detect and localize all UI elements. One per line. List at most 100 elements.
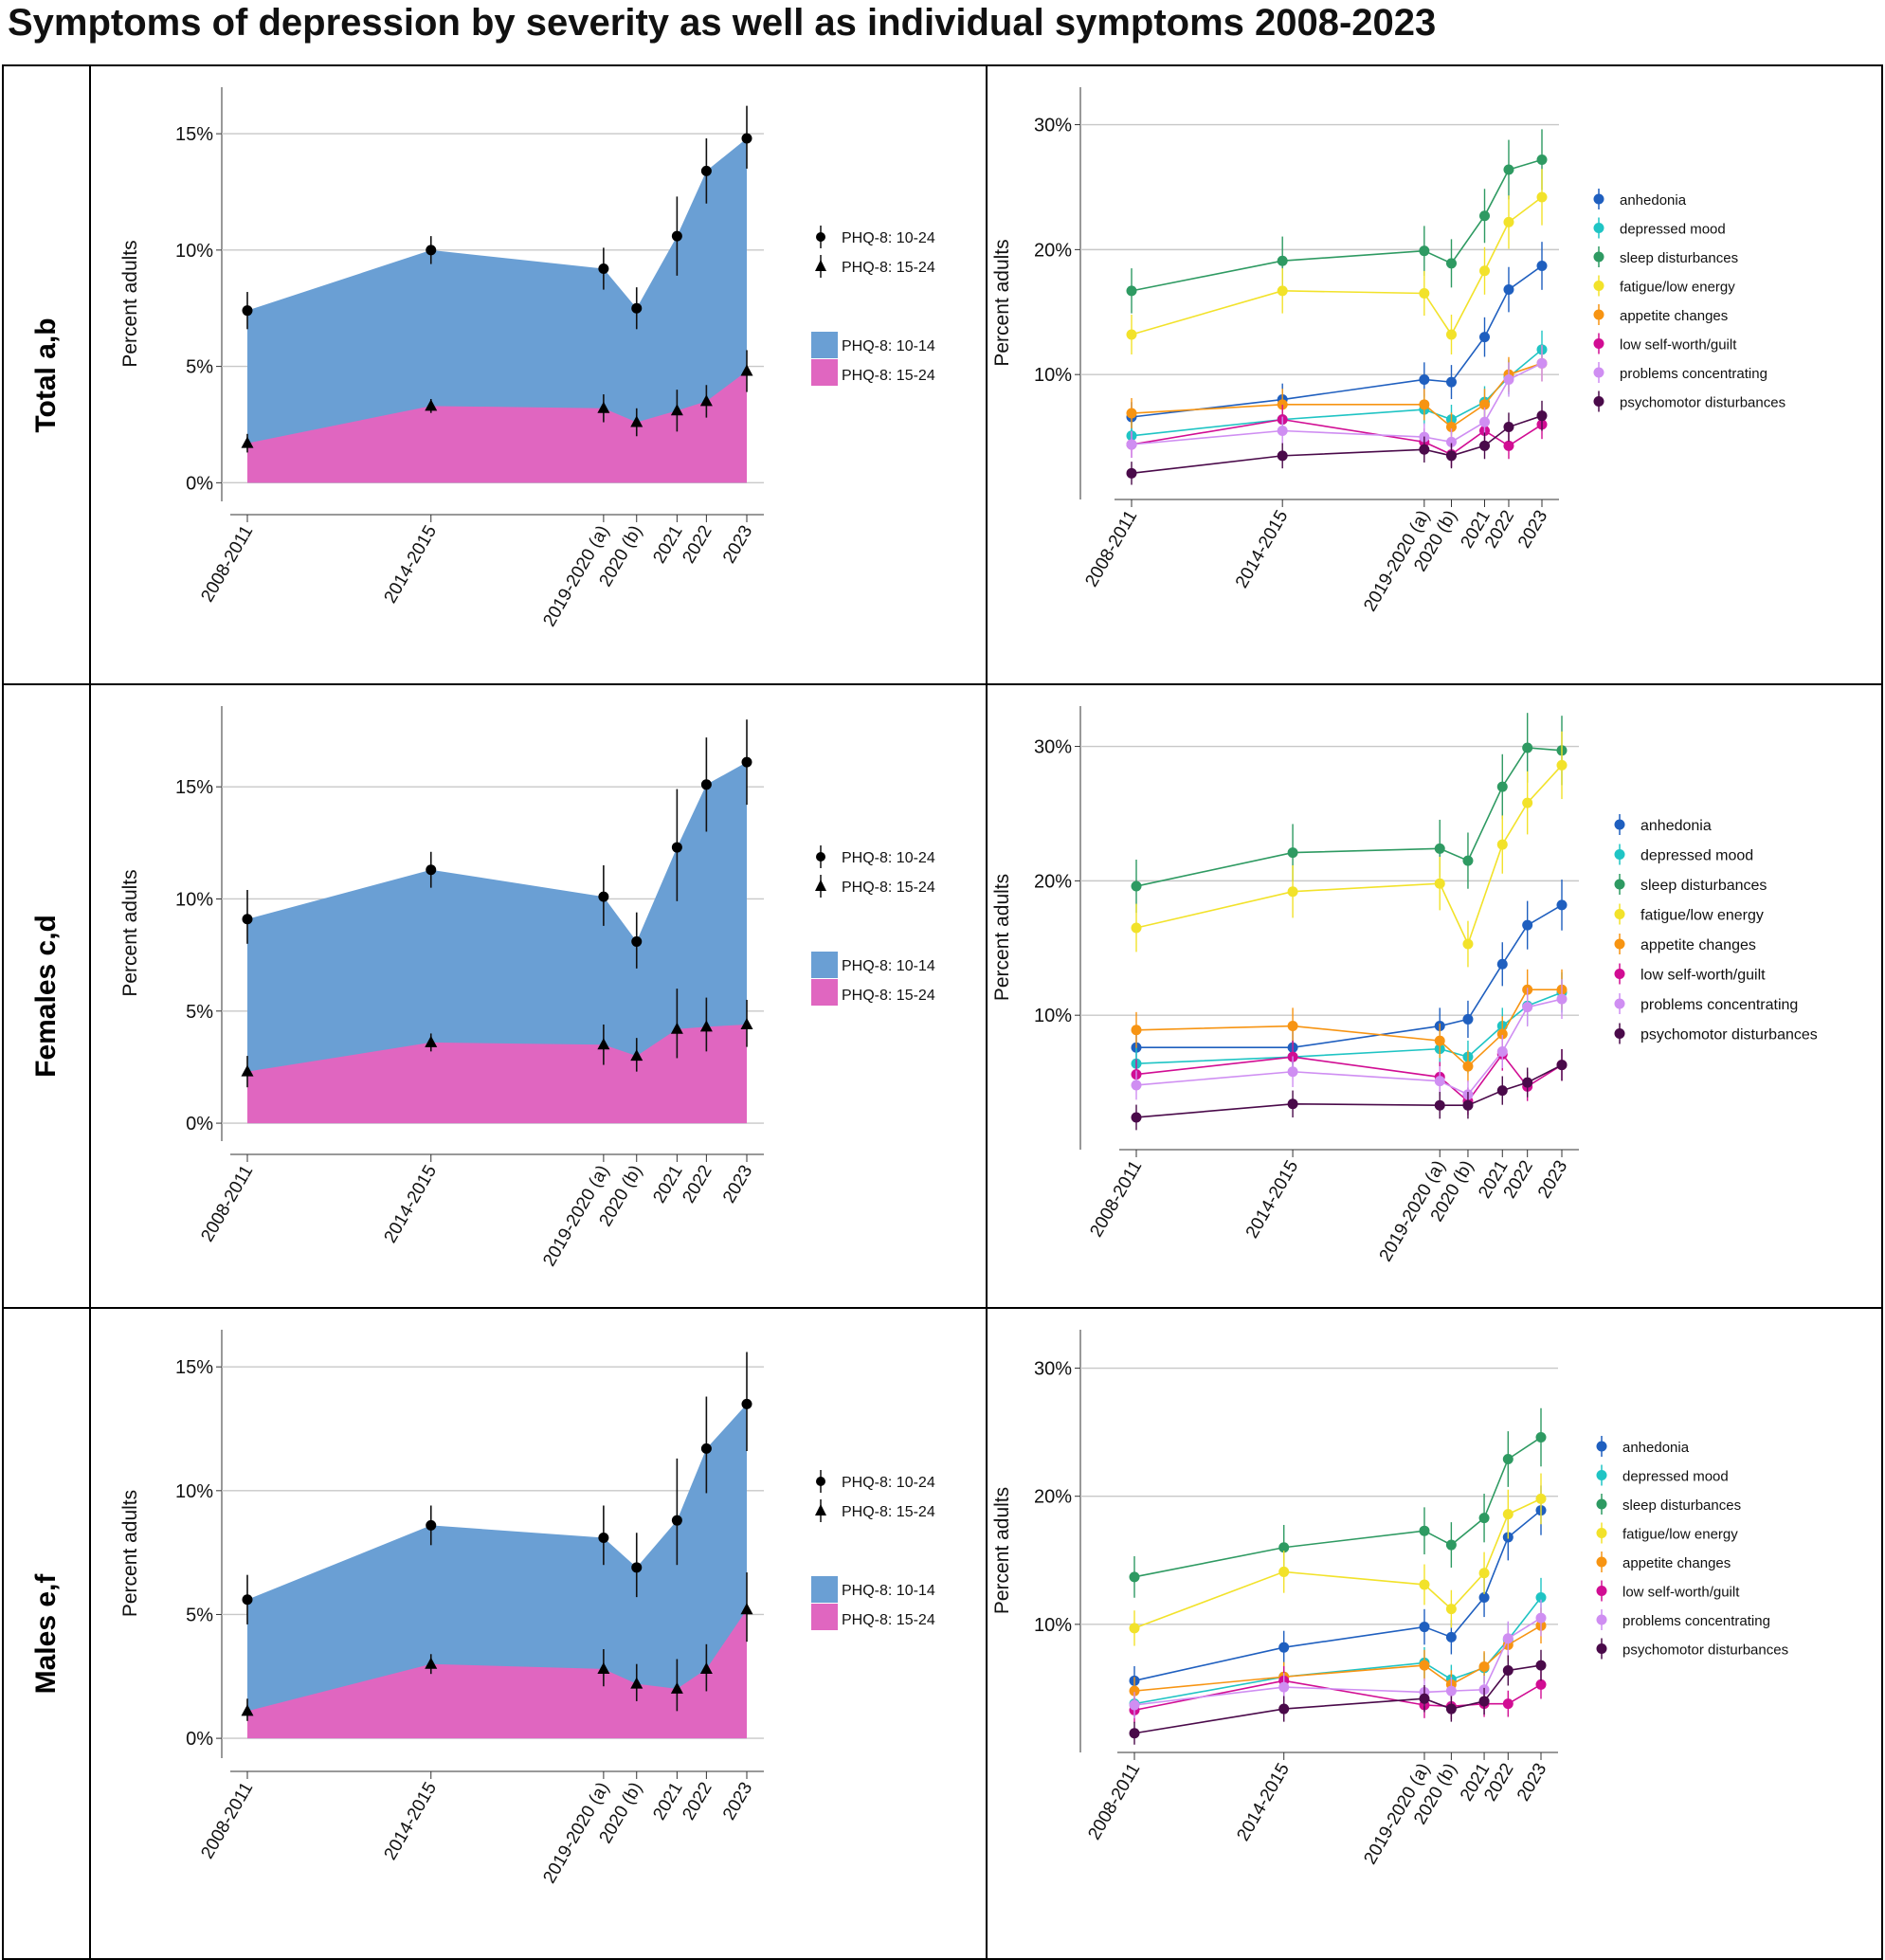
- point-low-self-worth-guilt: [1503, 440, 1514, 451]
- point-depressed-mood: [1535, 1591, 1547, 1603]
- y-axis-title: Percent adults: [119, 869, 141, 996]
- point-phq-15-24: [425, 1657, 438, 1669]
- row-label-total: Total a,b: [2, 64, 91, 685]
- x-tick-label: 2008-2011: [1086, 1157, 1146, 1241]
- legend-label: fatigue/low energy: [1622, 1527, 1738, 1543]
- point-phq-10-24: [700, 779, 712, 790]
- x-tick-label: 2014-2015: [380, 1162, 441, 1246]
- x-tick-label: 2023: [1534, 1157, 1571, 1202]
- legend-label: PHQ-8: 15-24: [842, 1612, 935, 1628]
- x-tick-label: 2022: [679, 1779, 716, 1824]
- y-tick-label: 5%: [186, 1002, 213, 1023]
- point-appetite-changes: [1126, 408, 1137, 419]
- row-label-text: Total a,b: [30, 317, 62, 433]
- point-phq-10-24: [700, 1443, 712, 1454]
- legend-marker-problems-concentrating: [1593, 367, 1604, 378]
- x-tick-label: 2023: [1513, 1760, 1550, 1805]
- legend-marker-low-self-worth-guilt: [1593, 338, 1604, 349]
- legend-swatch-phq-10-14: [811, 1576, 838, 1603]
- point-phq-15-24: [241, 1704, 254, 1716]
- legend-marker-circle: [816, 232, 825, 242]
- point-sleep-disturbances: [1479, 210, 1491, 222]
- point-phq-15-24: [740, 1017, 753, 1029]
- point-sleep-disturbances: [1503, 164, 1514, 175]
- point-phq-15-24: [740, 364, 753, 376]
- legend-label: problems concentrating: [1622, 1613, 1770, 1629]
- legend-label: low self-worth/guilt: [1622, 1585, 1740, 1601]
- point-anhedonia: [1522, 919, 1533, 931]
- legend-label: sleep disturbances: [1620, 250, 1738, 266]
- legend-label: problems concentrating: [1640, 997, 1798, 1013]
- x-tick-label: 2022: [679, 1162, 716, 1207]
- point-phq-15-24: [630, 1677, 643, 1689]
- point-problems-concentrating: [1535, 1612, 1547, 1624]
- legend-marker-triangle: [815, 1504, 826, 1515]
- symptoms-chart-males: 10% 20% 30% Percent adults 2008-2011 2014-201…: [991, 1330, 1788, 1868]
- point-appetite-changes: [1445, 422, 1457, 433]
- x-tick-label: 2014-2015: [380, 1779, 441, 1863]
- legend-swatch-phq-15-24: [811, 979, 838, 1006]
- point-fatigue-low-energy: [1522, 797, 1533, 808]
- point-problems-concentrating: [1536, 357, 1548, 369]
- legend-marker-anhedonia: [1614, 819, 1625, 830]
- series-line-appetite-changes: [1133, 1624, 1542, 1692]
- legend-marker-fatigue-low-energy: [1596, 1528, 1607, 1538]
- row-label-text: Males e,f: [30, 1573, 62, 1694]
- point-psychomotor-disturbances: [1445, 450, 1457, 462]
- point-phq-10-24: [671, 842, 682, 853]
- y-axis-title: Percent adults: [991, 239, 1013, 366]
- legend-label: anhedonia: [1622, 1440, 1690, 1456]
- point-phq-10-24: [426, 864, 437, 876]
- series-line-fatigue-low-energy: [1135, 764, 1563, 947]
- legend-marker-triangle: [815, 260, 826, 271]
- point-phq-15-24: [670, 404, 683, 416]
- point-appetite-changes: [1496, 1028, 1508, 1040]
- x-tick-label: 2021: [649, 1779, 686, 1824]
- legend-marker-fatigue-low-energy: [1593, 281, 1604, 291]
- y-axis-title: Percent adults: [119, 1490, 141, 1617]
- legend-marker-depressed-mood: [1614, 849, 1625, 860]
- point-phq-15-24: [699, 394, 713, 407]
- y-tick-label: 10%: [175, 889, 213, 910]
- point-psychomotor-disturbances: [1445, 1703, 1457, 1715]
- point-fatigue-low-energy: [1535, 1493, 1547, 1504]
- x-tick-label: 2021: [649, 522, 686, 567]
- y-tick-label: 5%: [186, 1605, 213, 1625]
- legend-label: fatigue/low energy: [1620, 280, 1735, 296]
- point-psychomotor-disturbances: [1479, 440, 1491, 451]
- point-sleep-disturbances: [1129, 1571, 1140, 1583]
- legend-label: PHQ-8: 10-24: [842, 1475, 935, 1491]
- point-phq-10-24: [631, 1562, 643, 1573]
- severity-chart-females: 0% 5% 10% 15% Percent adults 2008-2011 2014-20…: [119, 706, 935, 1270]
- point-anhedonia: [1556, 899, 1568, 911]
- legend-label: PHQ-8: 15-24: [842, 880, 935, 896]
- point-psychomotor-disturbances: [1278, 1703, 1290, 1715]
- point-phq-15-24: [241, 436, 254, 448]
- area-phq-10-14: [247, 762, 747, 1124]
- legend-label: anhedonia: [1620, 192, 1687, 209]
- point-phq-15-24: [597, 401, 610, 413]
- point-phq-15-24: [597, 1038, 610, 1050]
- legend-marker-problems-concentrating: [1614, 998, 1625, 1009]
- point-anhedonia: [1462, 1013, 1474, 1025]
- severity-chart-total: 0% 5% 10% 15% Percent adults 2008-2011 2014-20…: [119, 87, 935, 630]
- x-tick-label: 2021: [649, 1162, 686, 1207]
- point-problems-concentrating: [1503, 373, 1514, 385]
- point-sleep-disturbances: [1535, 1432, 1547, 1443]
- point-phq-15-24: [630, 415, 643, 427]
- point-phq-10-24: [426, 1519, 437, 1531]
- point-fatigue-low-energy: [1503, 216, 1514, 227]
- symptoms-chart-females: 10% 20% 30% Percent adults 2008-2011 2014-201…: [991, 706, 1818, 1265]
- legend-marker-circle: [816, 1477, 825, 1486]
- series-line-appetite-changes: [1131, 362, 1543, 428]
- point-phq-15-24: [597, 1661, 610, 1674]
- point-psychomotor-disturbances: [1536, 410, 1548, 422]
- point-anhedonia: [1419, 1622, 1430, 1633]
- point-fatigue-low-energy: [1502, 1509, 1513, 1520]
- y-tick-label: 20%: [1034, 1487, 1072, 1508]
- severity-panel-total: 0% 5% 10% 15% Percent adults 2008-2011 2014-20…: [89, 64, 988, 685]
- y-tick-label: 15%: [175, 1357, 213, 1378]
- legend-marker-low-self-worth-guilt: [1596, 1586, 1607, 1596]
- legend-marker-appetite-changes: [1614, 938, 1625, 950]
- legend-label: sleep disturbances: [1640, 878, 1767, 894]
